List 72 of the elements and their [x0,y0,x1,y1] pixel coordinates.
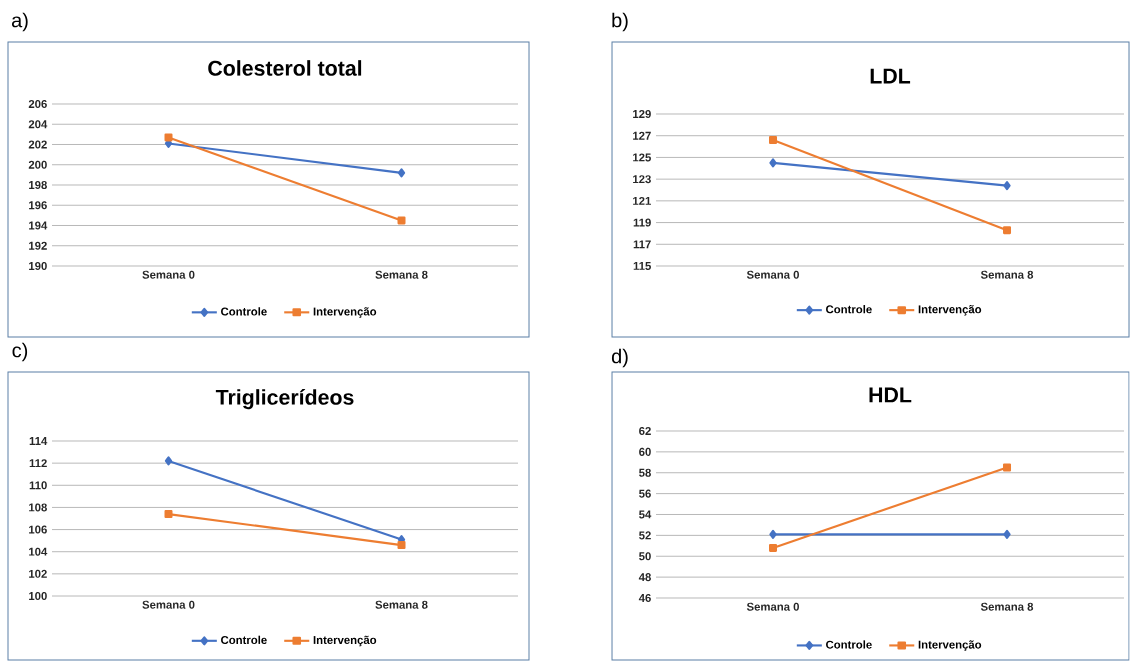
x-tick-label: Semana 0 [142,600,195,609]
x-tick-label: Semana 0 [746,270,799,279]
legend-label: Intervenção [918,640,982,651]
x-tick-label: Semana 0 [142,270,195,279]
y-tick-label: 112 [29,459,47,468]
y-tick-label: 117 [633,240,651,249]
y-tick-label: 104 [29,547,48,556]
y-tick-label: 119 [633,218,651,227]
y-tick-label: 190 [29,261,47,270]
x-tick-label: Semana 8 [375,270,428,279]
point [164,133,173,142]
y-tick-label: 123 [633,175,651,184]
x-tick-label: Semana 0 [746,602,799,611]
x-tick-label: Semana 8 [375,600,428,609]
legend-label: Intervenção [313,635,377,647]
legend-label: Controle [826,640,872,649]
y-tick-label: 114 [29,437,48,445]
y-tick-label: 194 [29,221,48,230]
point [1003,181,1011,191]
text: c) [12,342,28,362]
legend-label: Intervenção [918,305,982,316]
text: d) [611,348,628,368]
legend-label: Intervenção [313,307,377,318]
y-tick-label: 192 [29,241,47,250]
y-tick-label: 125 [633,153,651,162]
y-tick-label: 102 [29,569,47,578]
y-tick-label: 56 [639,489,651,498]
y-tick-label: 204 [28,120,48,129]
y-tick-label: 100 [29,592,47,601]
legend-label: Controle [221,307,267,316]
chart-title: Triglicerídeos [215,388,354,410]
x-tick-label: Semana 8 [980,270,1034,279]
y-tick-label: 106 [29,525,47,534]
y-tick-label: 202 [28,140,47,149]
y-tick-label: 46 [638,594,651,603]
point [397,541,406,550]
legend-label: Controle [221,635,267,645]
point [769,529,777,539]
y-tick-label: 54 [639,510,652,519]
legend-label: Controle [826,305,872,314]
y-tick-label: 50 [639,552,651,561]
y-tick-label: 58 [639,468,651,477]
y-tick-label: 60 [639,447,651,456]
y-tick-label: 48 [638,573,651,582]
text: a) [11,12,28,32]
point [769,543,778,552]
point [397,168,406,178]
point [769,158,777,168]
y-tick-label: 200 [28,160,47,169]
y-tick-label: 121 [633,196,651,205]
chart-title: HDL [869,387,912,403]
y-tick-label: 129 [633,109,651,118]
point [397,216,406,225]
y-tick-label: 108 [29,503,47,512]
y-tick-label: 196 [29,201,47,210]
chart-title: LDL [870,68,911,84]
y-tick-label: 110 [29,481,47,490]
y-tick-label: 115 [633,262,651,270]
point [1003,463,1012,472]
text: b) [612,12,628,32]
x-tick-label: Semana 8 [980,602,1034,611]
point [1003,529,1011,539]
point [769,136,778,145]
y-tick-label: 206 [28,99,47,108]
y-tick-label: 52 [639,531,651,540]
chart-title: Colesterol total [208,60,362,76]
y-tick-label: 127 [633,131,651,140]
point [1003,226,1012,235]
point [164,510,173,519]
point [164,456,173,466]
y-tick-label: 62 [639,427,651,435]
y-tick-label: 198 [29,180,47,189]
